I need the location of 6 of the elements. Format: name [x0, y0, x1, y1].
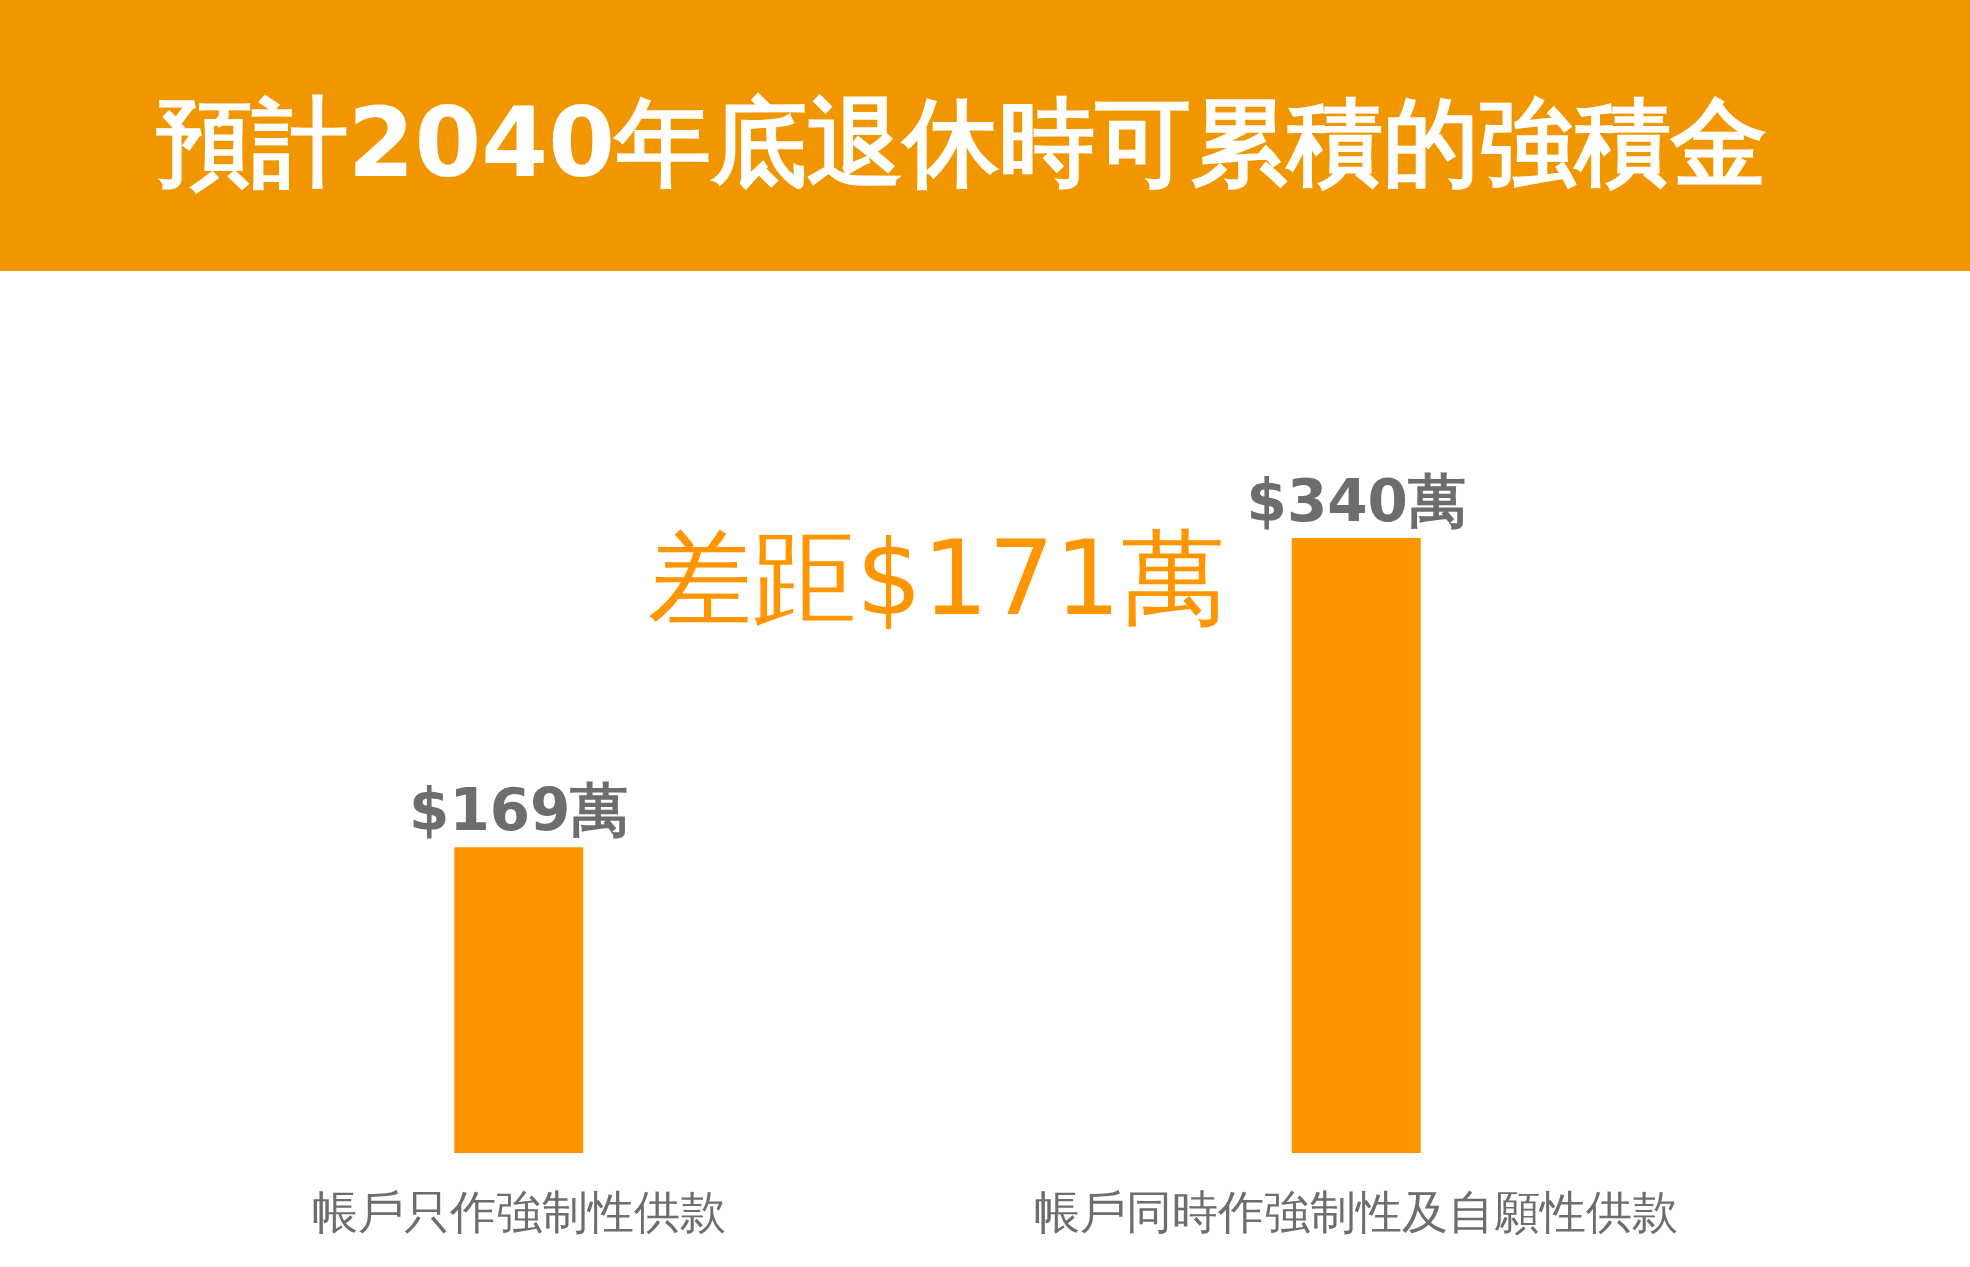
- chart-title: 預計2040年底退休時可累積的強積金: [155, 86, 1767, 199]
- x-tick-label: 帳戶同時作強制性及自願性供款: [1034, 1185, 1679, 1239]
- x-tick-label: 帳戶只作強制性供款: [311, 1185, 726, 1239]
- data-label: $169萬: [409, 776, 629, 845]
- annotation: 差距$171萬: [648, 517, 1225, 639]
- data-label: $340萬: [1246, 467, 1466, 535]
